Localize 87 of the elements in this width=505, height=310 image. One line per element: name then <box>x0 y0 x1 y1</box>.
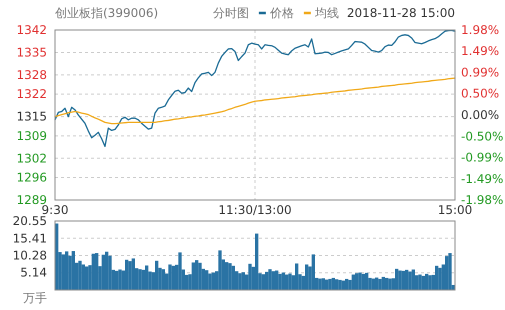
y-tick-label: 20.55 <box>12 214 47 228</box>
bar <box>212 272 215 290</box>
bar <box>225 262 228 290</box>
text: 2018-11-28 15:00 <box>346 6 455 20</box>
bar <box>72 251 75 290</box>
y-tick-label: 1322 <box>16 87 47 102</box>
x-tick-label: 9:30 <box>42 203 68 217</box>
bar <box>155 260 158 290</box>
bar <box>345 278 348 290</box>
bar <box>115 270 118 290</box>
bar <box>195 260 198 290</box>
bar <box>445 256 448 290</box>
y2-tick-label: 1.98% <box>461 23 500 37</box>
bar <box>372 278 375 290</box>
bar <box>255 234 258 290</box>
bar <box>402 270 405 290</box>
bar <box>162 269 165 290</box>
bar <box>355 273 358 290</box>
bar <box>262 274 265 290</box>
y2-tick-label: 0.50% <box>461 86 500 101</box>
bar <box>435 266 438 290</box>
chart-subtitle: 分时图 <box>212 6 249 20</box>
bar <box>92 254 95 290</box>
bar <box>105 252 108 290</box>
bar <box>275 270 278 290</box>
bar <box>395 268 398 290</box>
bar <box>265 272 268 290</box>
y-tick-label: 1342 <box>16 23 47 37</box>
bar <box>305 264 308 290</box>
legend-label: 均线 <box>314 6 339 20</box>
y-tick-label: 1315 <box>16 110 47 124</box>
bar <box>205 270 208 290</box>
bar <box>335 279 338 290</box>
y2-tick-label: -1.49% <box>461 172 504 186</box>
bar <box>82 264 85 290</box>
bar <box>232 266 235 290</box>
y2-tick-label: 1.49% <box>461 44 500 58</box>
bar <box>132 258 135 290</box>
y2-tick-label: 0.99% <box>461 66 500 80</box>
x-tick-label: 11:30/13:00 <box>218 203 292 217</box>
bar <box>412 270 415 290</box>
bar <box>192 262 195 290</box>
bar <box>422 276 425 290</box>
bar <box>362 274 365 290</box>
bar <box>242 272 245 290</box>
y-tick-label: 5.14 <box>20 266 47 280</box>
bar <box>62 254 65 290</box>
bar <box>102 254 105 290</box>
bar <box>145 265 148 290</box>
bar <box>325 280 328 290</box>
bar <box>295 263 298 290</box>
bar <box>272 271 275 290</box>
y-tick-label: 10.28 <box>12 248 47 262</box>
bar <box>282 272 285 290</box>
y2-tick-label: -0.99% <box>461 150 504 164</box>
y-tick-label: 1328 <box>16 68 47 82</box>
bar <box>375 278 378 290</box>
line-series <box>54 30 456 148</box>
bar <box>332 278 335 290</box>
y-tick-label: 1335 <box>16 45 47 60</box>
y-tick-label: 1296 <box>16 170 47 185</box>
line-series <box>54 77 456 124</box>
bar <box>285 274 288 290</box>
y2-tick-label: 0.00% <box>461 108 500 122</box>
bar <box>322 278 325 290</box>
y-tick-label: 15.41 <box>12 231 47 246</box>
bar <box>385 278 388 290</box>
y2-tick-label: -0.50% <box>461 129 504 144</box>
bar <box>142 270 145 290</box>
bar <box>85 266 88 290</box>
bar <box>405 270 408 290</box>
x-tick-label: 15:00 <box>438 203 472 217</box>
legend-label: 价格 <box>268 6 294 20</box>
bar <box>382 276 385 290</box>
y-axis-title: 万手 <box>23 291 47 305</box>
bar <box>65 251 68 290</box>
bar <box>425 274 428 290</box>
bar <box>312 254 315 290</box>
bar <box>342 280 345 290</box>
bar <box>172 266 175 290</box>
bar <box>95 253 98 290</box>
bar <box>125 260 128 290</box>
chart-title: 创业板指(399006) <box>55 6 158 20</box>
y-tick-label: 1309 <box>16 128 47 143</box>
bar <box>365 272 368 290</box>
y-tick-label: 1302 <box>16 151 47 166</box>
bar <box>352 274 355 290</box>
